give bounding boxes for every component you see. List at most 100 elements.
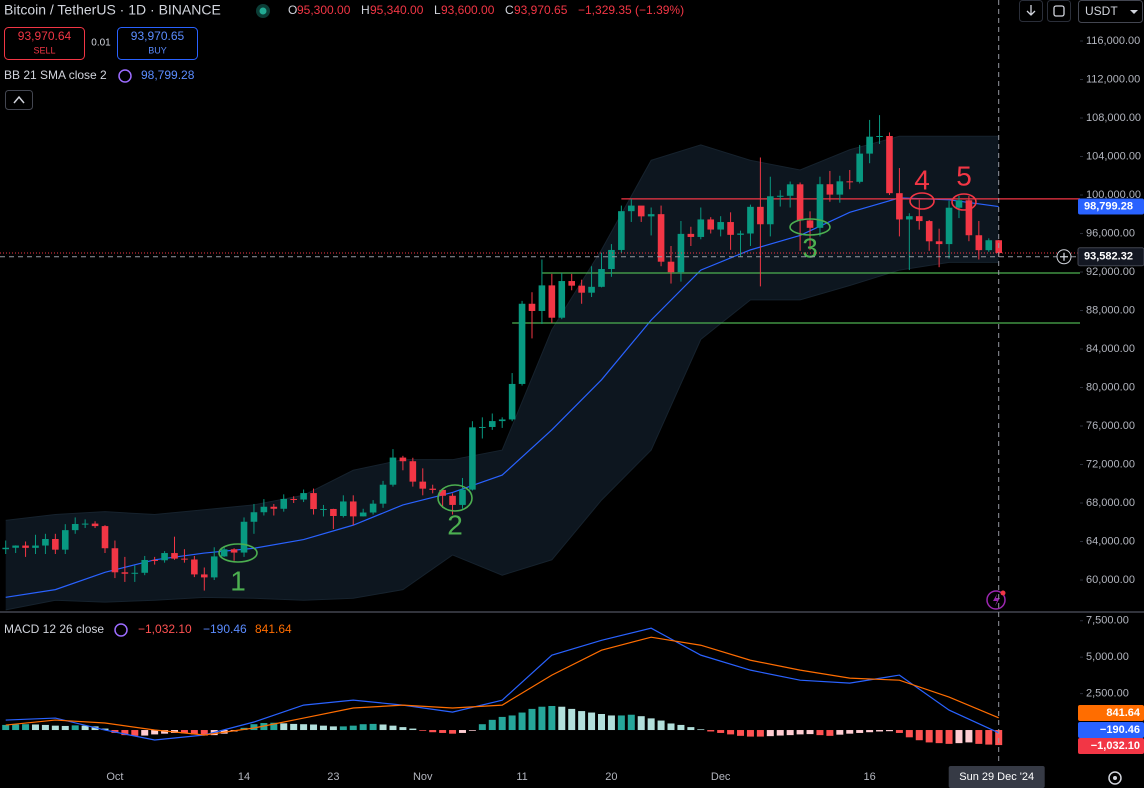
candle-body: [389, 457, 397, 485]
macd-histogram-bar: [895, 730, 903, 733]
candle-body: [260, 506, 268, 513]
candle-body: [359, 512, 367, 517]
bb-legend-value: 98,799.28: [141, 68, 195, 82]
macd-histogram-bar: [141, 730, 149, 736]
macd-badge-label: −1,032.10: [1091, 740, 1140, 752]
y-tick-label: 88,000.00: [1086, 304, 1135, 316]
candle-body: [320, 508, 327, 510]
macd-histogram-bar: [508, 715, 516, 731]
y-tick-label: 108,000.00: [1086, 112, 1141, 124]
candle-body: [409, 461, 417, 482]
macd-badge: [1078, 705, 1144, 721]
macd-histogram-bar: [399, 727, 407, 731]
macd-histogram-bar: [468, 730, 476, 731]
macd-histogram-bar: [766, 730, 774, 737]
alert-icon[interactable]: [986, 590, 1006, 610]
y-tick-label: 72,000.00: [1086, 458, 1135, 470]
candle-body: [518, 303, 526, 384]
macd-histogram-bar: [756, 730, 764, 737]
status-dot: [259, 7, 267, 15]
candle-body: [697, 219, 705, 237]
macd-histogram-bar: [955, 730, 963, 744]
candle-body: [131, 572, 139, 574]
macd-line: [5, 627, 999, 741]
candle-body: [637, 205, 645, 217]
macd-histogram-bar: [746, 730, 754, 737]
macd-histogram-bar: [498, 716, 506, 731]
collapse-button[interactable]: [5, 90, 33, 110]
macd-legend-hist: −1,032.10: [138, 622, 192, 636]
macd-histogram-bar: [826, 730, 834, 736]
crosshair-price-badge: [1077, 247, 1144, 267]
macd-histogram-bar: [627, 714, 635, 731]
sell-button[interactable]: [4, 27, 85, 60]
candle-body: [300, 493, 307, 500]
candle-body: [349, 501, 357, 517]
macd-histogram-bar: [161, 730, 169, 734]
macd-histogram-bar: [677, 724, 685, 731]
candle-body: [379, 484, 387, 504]
buy-price: 93,970.65: [131, 29, 185, 43]
candle-body: [866, 136, 873, 154]
candle-body: [618, 211, 625, 250]
macd-histogram-bar: [12, 724, 20, 731]
candle-body: [727, 222, 734, 235]
currency-button[interactable]: [1078, 0, 1143, 23]
candle-body: [250, 512, 258, 522]
candle-body: [498, 419, 506, 422]
macd-histogram-bar: [647, 718, 655, 731]
candle-body: [747, 206, 754, 234]
macd-histogram-bar: [180, 730, 188, 734]
ohlc-value: 95,340.00: [370, 3, 424, 17]
macd-histogram-bar: [657, 720, 665, 731]
candle-body: [816, 184, 824, 228]
currency: USDT: [1085, 4, 1118, 18]
y-tick-label: 5,000.00: [1086, 651, 1129, 663]
candle-body: [886, 136, 893, 194]
candle-body: [796, 184, 804, 221]
candle-body: [647, 214, 655, 217]
y-tick-label: 2,500.00: [1086, 688, 1129, 700]
candle-body: [81, 523, 89, 525]
crosshair-date-badge: [948, 766, 1045, 788]
candle-body: [945, 207, 953, 245]
macd-histogram-bar: [101, 728, 109, 731]
bb-badge-label: 98,799.28: [1084, 200, 1133, 212]
settings-icon-core: [1113, 776, 1117, 780]
macd-histogram-bar: [538, 706, 546, 731]
macd-histogram-bar: [190, 730, 198, 735]
symbol-title: Bitcoin / TetherUS · 1D · BINANCE: [4, 2, 221, 18]
macd-legend-signal: 841.64: [255, 622, 292, 636]
candle-body: [896, 193, 903, 220]
settings-icon[interactable]: [1108, 771, 1122, 785]
candle-body: [101, 526, 109, 549]
macd-histogram-bar: [280, 723, 288, 731]
macd-histogram-bar: [121, 730, 129, 736]
y-tick-label: 64,000.00: [1086, 535, 1135, 547]
candle-body: [767, 196, 774, 225]
candle-body: [201, 574, 208, 578]
indicator-icon[interactable]: [118, 69, 132, 83]
x-tick-label: Nov: [413, 771, 433, 783]
fullscreen-button[interactable]: [1047, 0, 1071, 22]
macd-histogram-bar: [846, 730, 854, 734]
candle-body: [608, 249, 615, 270]
indicator-icon[interactable]: [114, 623, 128, 637]
candle-body: [776, 195, 784, 197]
annotation-label: 2: [447, 509, 463, 540]
candle-body: [667, 261, 675, 273]
candle-body: [488, 421, 496, 427]
macd-histogram-bar: [866, 730, 874, 733]
alert-dot: [1000, 590, 1006, 596]
x-tick-label: 16: [863, 771, 875, 783]
x-tick-label: 11: [516, 771, 527, 783]
candle-body: [210, 556, 218, 578]
annotation-label: 1: [230, 565, 246, 596]
x-tick-label: 20: [605, 771, 617, 783]
candle-body: [191, 559, 198, 575]
candle-body: [508, 383, 516, 420]
candle-body: [548, 285, 556, 318]
candle-body: [340, 501, 347, 516]
buy-button[interactable]: [117, 27, 198, 60]
sell-price: 93,970.64: [18, 29, 72, 43]
